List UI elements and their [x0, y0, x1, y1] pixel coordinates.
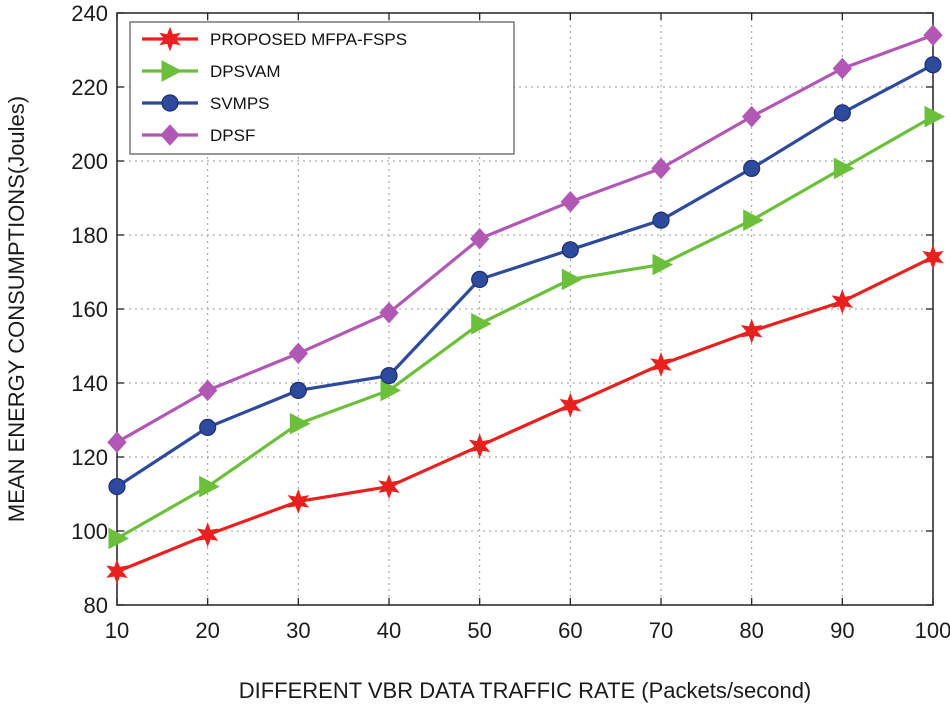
y-tick-label: 140	[71, 371, 108, 396]
data-point	[378, 474, 400, 500]
data-point	[832, 57, 853, 80]
data-point	[108, 478, 126, 496]
y-tick-label: 240	[71, 1, 108, 26]
data-point	[650, 352, 672, 377]
data-point	[106, 559, 128, 585]
y-tick-label: 80	[84, 593, 108, 618]
x-axis-label: DIFFERENT VBR DATA TRAFFIC RATE (Packets…	[239, 678, 812, 703]
data-point	[197, 379, 218, 402]
data-point	[651, 157, 671, 180]
x-tick-label: 10	[105, 618, 129, 643]
data-point	[289, 412, 311, 435]
series-line	[116, 115, 934, 540]
series-3	[107, 24, 943, 453]
series-0	[106, 244, 944, 585]
data-point	[380, 367, 398, 385]
legend-marker	[160, 124, 180, 146]
legend-marker	[161, 94, 179, 112]
data-point	[833, 104, 851, 122]
legend-entry: PROPOSED MFPA-FSPS	[210, 30, 407, 49]
x-tick-label: 90	[830, 618, 854, 643]
x-tick-label: 30	[286, 618, 310, 643]
data-point	[108, 527, 130, 550]
data-point	[559, 392, 582, 418]
data-point	[924, 56, 942, 74]
y-tick-label: 200	[71, 149, 108, 174]
data-point	[561, 241, 579, 259]
x-tick-label: 20	[195, 618, 219, 643]
legend-entry: DPSVAM	[210, 62, 281, 81]
x-tick-label: 100	[915, 618, 950, 643]
axis-ticks: 10 20 30 40 50 60 70 80 90 100 80 100 120 140 160 180 20…	[71, 1, 950, 643]
x-tick-label: 70	[649, 618, 673, 643]
data-point	[924, 105, 946, 128]
y-axis-label: MEAN ENERGY CONSUMPTIONS(Joules)	[4, 96, 29, 522]
series-2	[108, 56, 942, 496]
data-point	[471, 270, 489, 288]
y-tick-label: 180	[71, 223, 108, 248]
x-tick-label: 40	[377, 618, 401, 643]
data-point	[289, 381, 307, 399]
data-point	[743, 209, 764, 232]
series-line	[116, 255, 934, 574]
y-tick-label: 120	[71, 445, 108, 470]
data-point	[833, 157, 855, 180]
legend: PROPOSED MFPA-FSPS DPSVAM SVMPS DPSF	[129, 21, 515, 155]
data-point	[560, 190, 581, 213]
series-group	[106, 24, 946, 585]
data-point	[652, 211, 670, 229]
y-tick-label: 100	[71, 519, 108, 544]
data-point	[743, 159, 761, 177]
legend-entry: DPSF	[210, 126, 255, 145]
data-point	[922, 244, 944, 270]
data-point	[471, 312, 492, 335]
data-point	[741, 105, 762, 128]
data-point	[561, 268, 583, 291]
data-point	[287, 488, 310, 514]
data-point	[740, 318, 763, 344]
legend-entry: SVMPS	[210, 94, 270, 113]
data-point	[379, 301, 399, 324]
series-line	[116, 33, 934, 444]
data-point	[107, 431, 127, 453]
data-point	[831, 289, 854, 315]
data-point	[468, 433, 491, 459]
data-point	[196, 522, 219, 548]
legend-marker	[159, 26, 181, 52]
data-point	[923, 24, 943, 46]
y-tick-label: 220	[71, 75, 108, 100]
data-point	[652, 253, 674, 276]
data-point	[199, 418, 217, 436]
y-tick-label: 160	[71, 297, 108, 322]
x-tick-label: 60	[558, 618, 582, 643]
data-point	[469, 227, 490, 250]
legend-box	[129, 21, 515, 155]
series-line	[116, 63, 934, 488]
data-point	[199, 475, 220, 498]
x-tick-label: 80	[739, 618, 763, 643]
x-tick-label: 50	[467, 618, 491, 643]
data-point	[288, 342, 309, 365]
series-1	[108, 105, 946, 550]
legend-marker	[161, 60, 183, 82]
data-point	[380, 379, 402, 402]
